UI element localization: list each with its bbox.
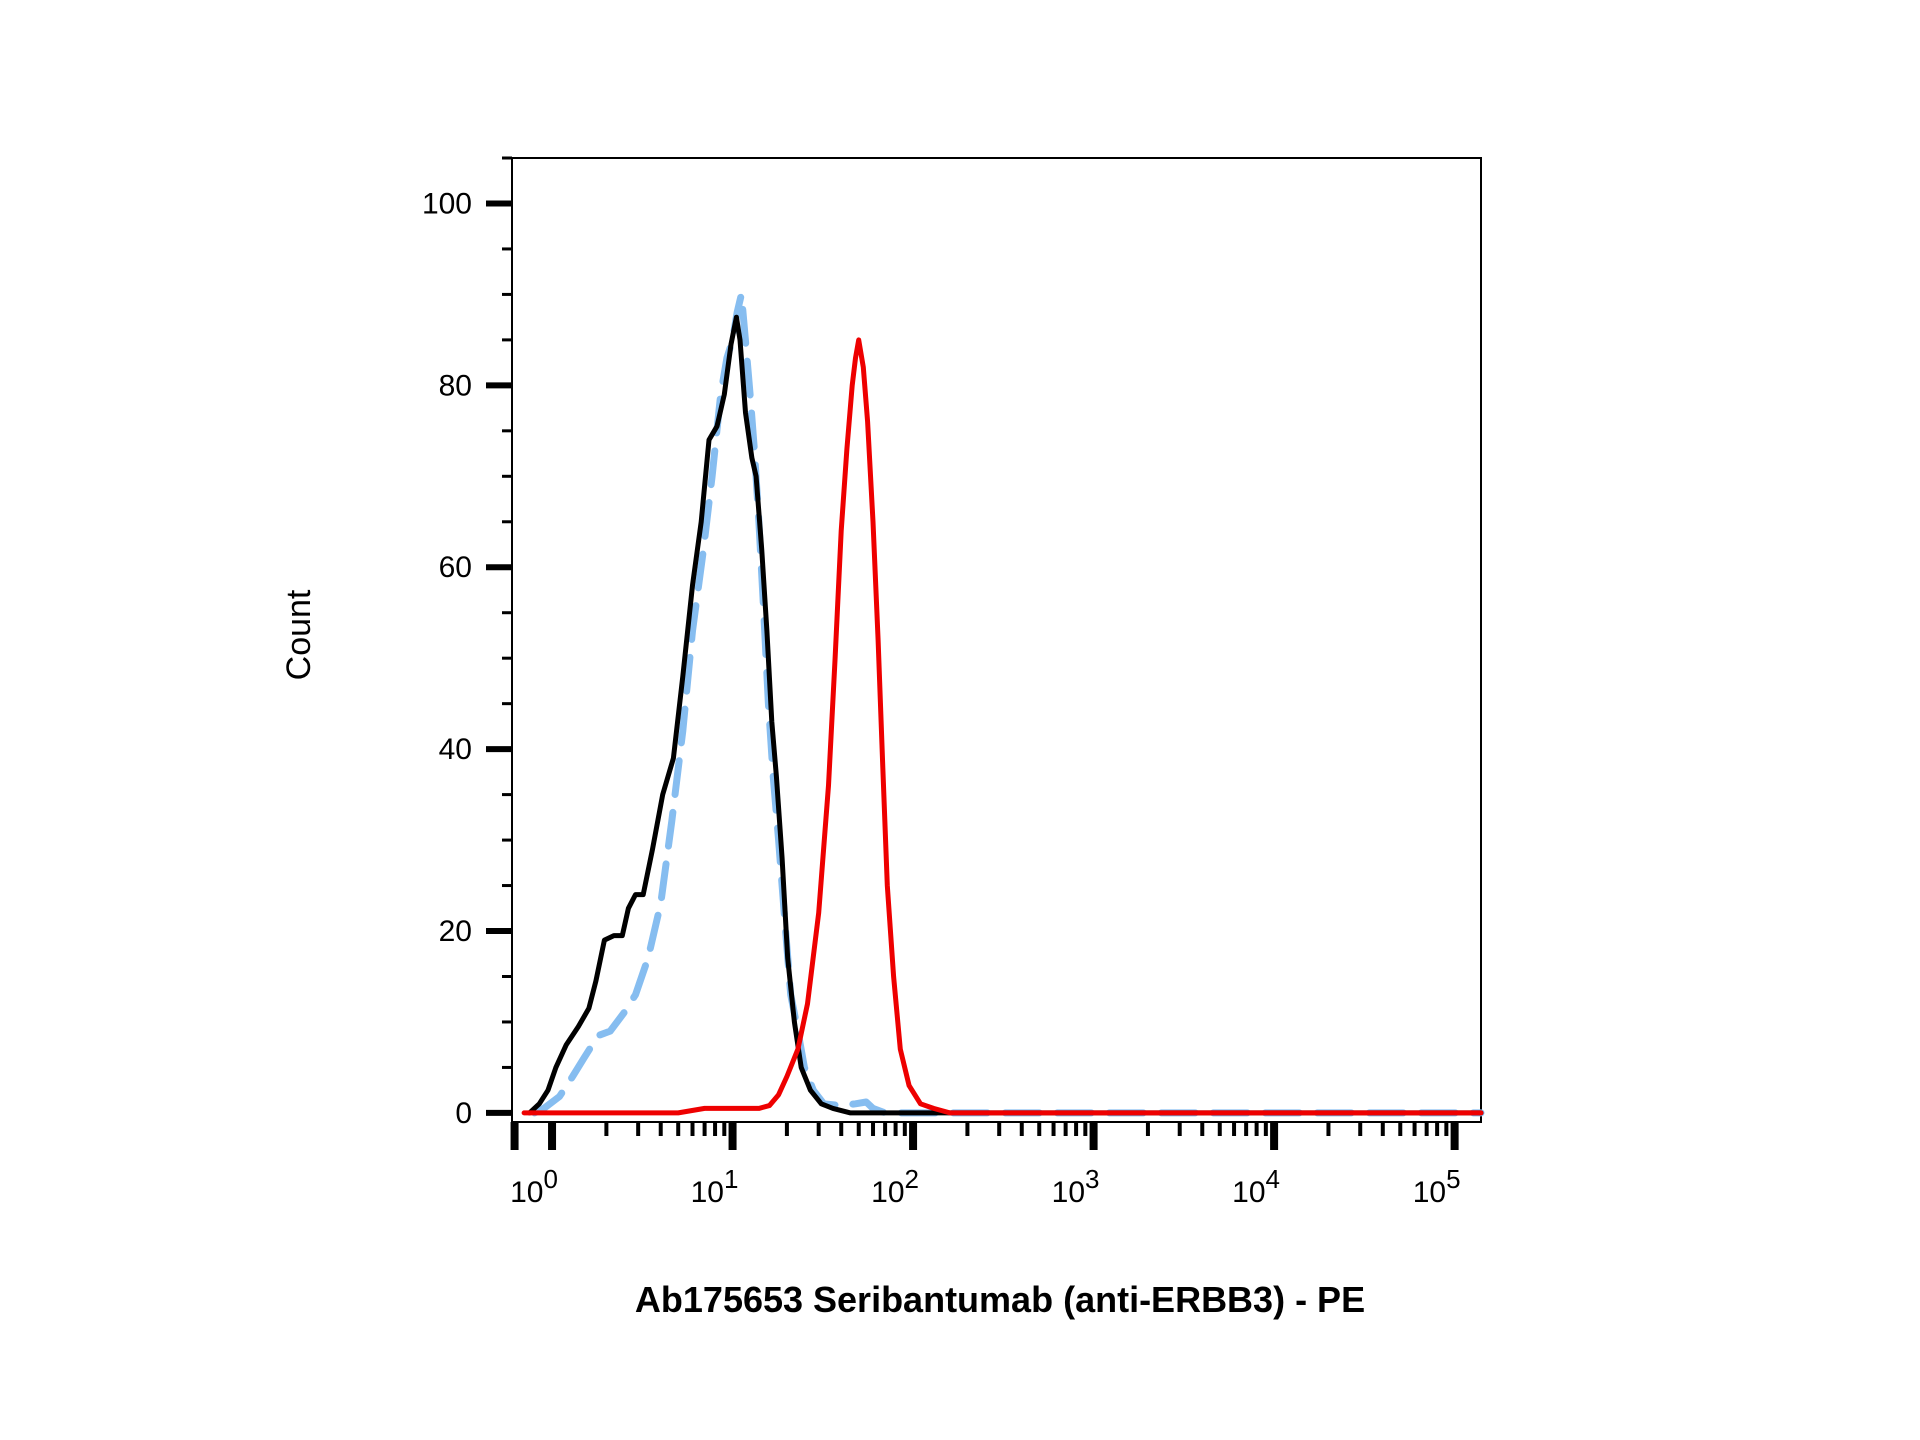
y-tick-label: 20 [439,915,472,948]
x-tick-label: 103 [1052,1164,1100,1209]
series-line-0 [527,314,1484,1116]
y-tick-label: 100 [422,187,472,220]
x-tick-label: 101 [691,1164,739,1209]
x-tick-label: 104 [1232,1164,1280,1209]
tick-labels: 0 20 40 60 80 100 100 101 102 103 104 105 [422,187,1461,1209]
y-tick-label: 0 [455,1097,472,1130]
x-axis-title: Ab175653 Seribantumab (anti-ERBB3) - PE [635,1279,1365,1320]
x-tick-label: 105 [1413,1164,1461,1209]
series-line-2 [521,337,1484,1116]
axis-ticks [486,156,1481,1150]
y-axis-title: Count [280,589,318,680]
x-tick-label: 102 [871,1164,919,1209]
x-tick-label: 100 [510,1164,558,1209]
series-lines [521,290,1485,1117]
series-line-1 [531,290,1485,1117]
plot-frame [511,157,1482,1123]
y-tick-label: 40 [439,733,472,766]
y-tick-label: 80 [439,369,472,402]
y-tick-label: 60 [439,551,472,584]
